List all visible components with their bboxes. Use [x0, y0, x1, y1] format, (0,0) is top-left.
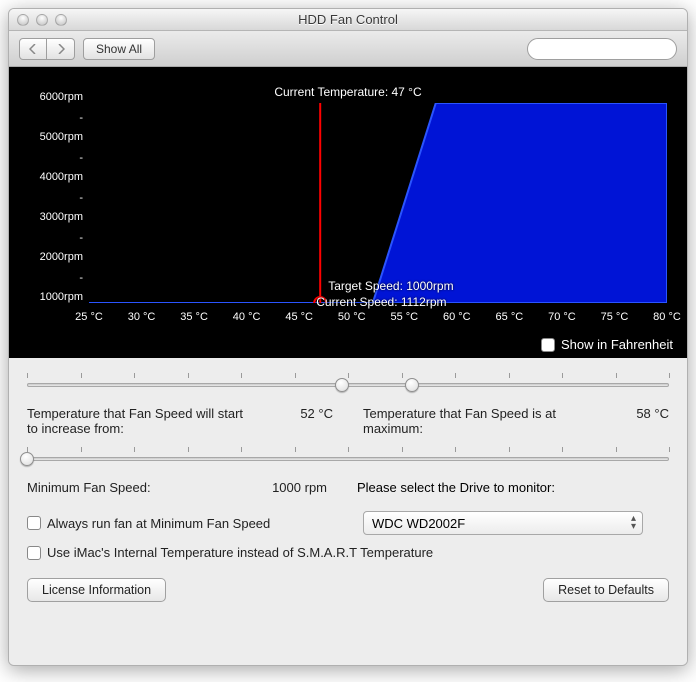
x-tick-label: 70 °C [548, 311, 576, 323]
slider-thumb[interactable] [335, 378, 349, 392]
forward-button[interactable] [47, 38, 75, 60]
y-axis-labels: 6000rpm-5000rpm-4000rpm-3000rpm-2000rpm-… [19, 97, 83, 297]
search-input[interactable] [527, 38, 677, 60]
fahrenheit-checkbox[interactable] [541, 338, 555, 352]
target-speed-label: Target Speed: 1000rpm [328, 279, 453, 293]
select-caret-icon: ▴▾ [631, 515, 636, 531]
toolbar: Show All [9, 31, 687, 67]
y-tick-label: 3000rpm [19, 212, 83, 223]
license-button[interactable]: License Information [27, 578, 166, 602]
x-tick-label: 55 °C [390, 311, 418, 323]
slider-thumb[interactable] [20, 452, 34, 466]
chart-title: Current Temperature: 47 °C [19, 85, 677, 99]
temp-max-label: Temperature that Fan Speed is at maximum… [363, 406, 593, 436]
reset-button[interactable]: Reset to Defaults [543, 578, 669, 602]
min-fan-value: 1000 rpm [272, 480, 327, 501]
close-icon[interactable] [17, 14, 29, 26]
use-internal-checkbox[interactable] [27, 546, 41, 560]
y-tick-label: 4000rpm [19, 172, 83, 183]
y-tick-label: 5000rpm [19, 132, 83, 143]
minimize-icon[interactable] [36, 14, 48, 26]
y-tick-label: 1000rpm [19, 292, 83, 303]
drive-select-label: Please select the Drive to monitor: [357, 480, 669, 495]
min-fan-label: Minimum Fan Speed: [27, 480, 151, 501]
window-title: HDD Fan Control [9, 12, 687, 27]
x-axis-labels: 25 °C30 °C35 °C40 °C45 °C50 °C55 °C60 °C… [89, 307, 667, 327]
y-tick-label: 6000rpm [19, 92, 83, 103]
x-tick-label: 35 °C [180, 311, 208, 323]
temp-start-label: Temperature that Fan Speed will start to… [27, 406, 257, 436]
search-wrap [527, 38, 677, 60]
chevron-left-icon [29, 44, 37, 54]
temp-max-value: 58 °C [636, 406, 669, 436]
chart-svg [89, 103, 667, 303]
x-tick-label: 75 °C [601, 311, 629, 323]
x-tick-label: 80 °C [653, 311, 681, 323]
traffic-lights [9, 14, 67, 26]
x-tick-label: 30 °C [128, 311, 156, 323]
zoom-icon[interactable] [55, 14, 67, 26]
titlebar: HDD Fan Control [9, 9, 687, 31]
fahrenheit-label: Show in Fahrenheit [561, 337, 673, 352]
chart-plot: 6000rpm-5000rpm-4000rpm-3000rpm-2000rpm-… [89, 103, 667, 303]
controls-panel: Temperature that Fan Speed will start to… [9, 358, 687, 665]
x-tick-label: 65 °C [496, 311, 524, 323]
x-tick-label: 50 °C [338, 311, 366, 323]
window: HDD Fan Control Show All Current Tempera… [8, 8, 688, 666]
drive-selected: WDC WD2002F [372, 516, 465, 531]
fahrenheit-row: Show in Fahrenheit [9, 333, 687, 358]
show-all-button[interactable]: Show All [83, 38, 155, 60]
chart-title-prefix: Current Temperature: [274, 85, 391, 99]
x-tick-label: 45 °C [285, 311, 313, 323]
temp-range-slider[interactable] [27, 376, 669, 394]
min-fan-slider[interactable] [27, 450, 669, 468]
slider-thumb[interactable] [405, 378, 419, 392]
chart-current-temp: 47 °C [392, 85, 422, 99]
y-tick-label: 2000rpm [19, 252, 83, 263]
use-internal-label: Use iMac's Internal Temperature instead … [47, 545, 433, 560]
nav-back-forward [19, 38, 75, 60]
temp-start-value: 52 °C [300, 406, 333, 436]
chevron-right-icon [57, 44, 65, 54]
back-button[interactable] [19, 38, 47, 60]
x-tick-label: 40 °C [233, 311, 261, 323]
always-min-label: Always run fan at Minimum Fan Speed [47, 516, 270, 531]
x-tick-label: 25 °C [75, 311, 103, 323]
chart-panel: Current Temperature: 47 °C 6000rpm-5000r… [9, 67, 687, 333]
x-tick-label: 60 °C [443, 311, 471, 323]
always-min-checkbox[interactable] [27, 516, 41, 530]
drive-select[interactable]: WDC WD2002F ▴▾ [363, 511, 643, 535]
